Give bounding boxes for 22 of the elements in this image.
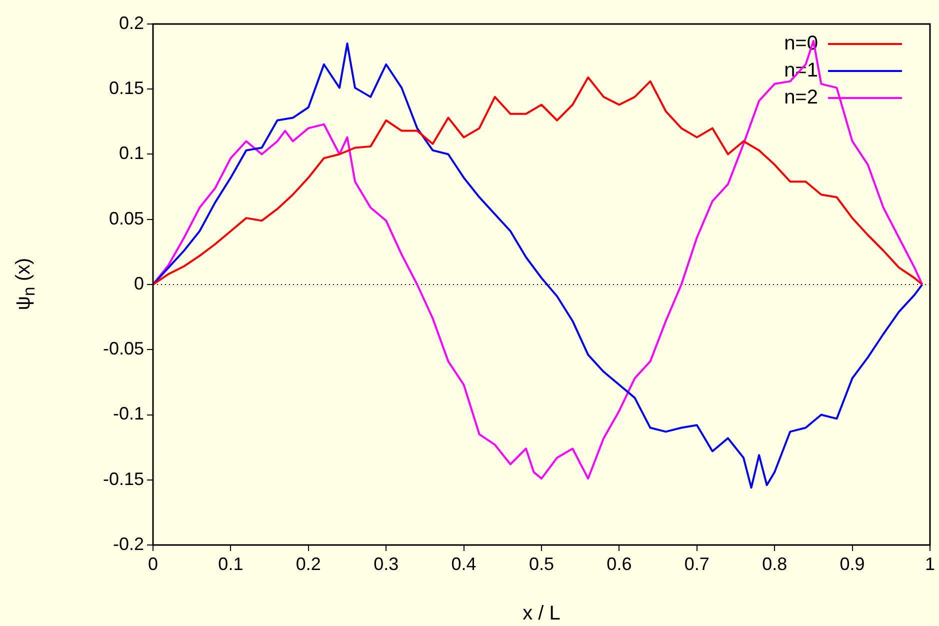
x-tick-label: 1 <box>924 554 936 574</box>
x-tick-label: 0.1 <box>218 554 244 574</box>
x-axis-title: x / L <box>522 602 560 625</box>
legend-label: n=2 <box>784 86 818 109</box>
x-tick-label: 0.3 <box>374 554 399 574</box>
x-tick-label: 0.7 <box>684 554 710 574</box>
y-tick-label: 0.15 <box>108 78 144 98</box>
y-tick-label: -0.05 <box>102 338 144 359</box>
x-tick-label: 0.6 <box>606 554 632 574</box>
y-tick-label: 0.05 <box>108 208 144 228</box>
x-tick-label: 0 <box>148 554 158 574</box>
x-tick-label: 0.5 <box>528 554 554 574</box>
y-tick-label: -0.2 <box>112 534 144 554</box>
y-tick-label: 0.1 <box>118 143 144 164</box>
x-tick-label: 0.8 <box>762 554 788 574</box>
x-tick-label: 0.9 <box>840 554 865 574</box>
x-tick-label: 0.2 <box>296 554 321 574</box>
y-tick-label: 0 <box>134 273 144 294</box>
y-tick-label: 0.2 <box>118 12 144 33</box>
y-tick-label: -0.1 <box>112 404 144 424</box>
y-tick-label: -0.15 <box>102 468 144 489</box>
x-tick-label: 0.4 <box>451 554 476 574</box>
